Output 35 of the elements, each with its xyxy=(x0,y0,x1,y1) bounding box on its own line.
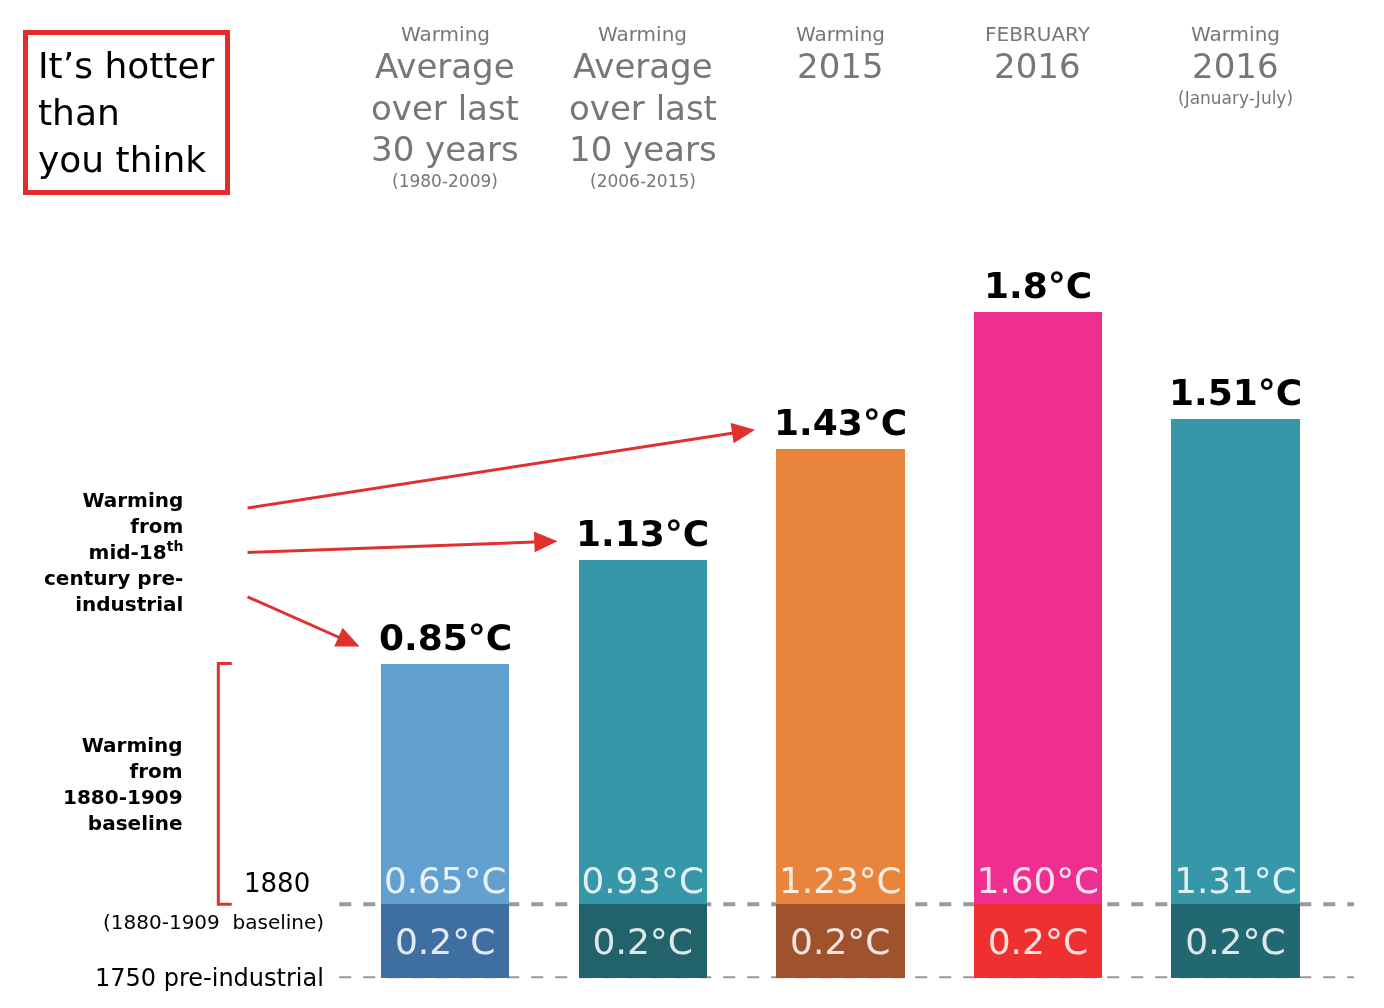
bar xyxy=(776,448,905,905)
x-tick-label: Warming Average over last 30 years (1980-2009) xyxy=(371,22,519,191)
total-label: 0.85°C xyxy=(379,617,513,658)
total-label: 1.51°C xyxy=(1169,372,1303,413)
data-label: 0.2°C xyxy=(987,920,1089,962)
data-label: 0.65°C xyxy=(383,860,507,902)
bar xyxy=(578,559,707,905)
bar xyxy=(973,904,1103,979)
total-label: 1.13°C xyxy=(576,513,710,554)
bar xyxy=(380,663,510,905)
bar xyxy=(973,311,1103,905)
data-label: 0.2°C xyxy=(394,920,496,962)
data-label: 1.23°C xyxy=(779,860,902,902)
bar xyxy=(1171,419,1300,905)
bar xyxy=(578,904,707,979)
data-label: 1.60°C xyxy=(976,860,1100,902)
bar xyxy=(776,904,905,979)
bar xyxy=(1171,904,1300,979)
x-tick-label: Warming 2015 xyxy=(796,22,886,86)
x-tick-label: FEBRUARY 2016 xyxy=(985,22,1091,86)
text: Warming from 1880-1909 baseline xyxy=(63,733,183,835)
x-tick-label: Warming 2016 (January-July) xyxy=(1178,22,1294,108)
data-label: 0.2°C xyxy=(790,920,891,962)
data-label: 0.93°C xyxy=(581,860,704,902)
text: Warming from mid-18$^{th}$ century pre- industrial xyxy=(44,488,184,616)
total-label: 1.43°C xyxy=(774,402,908,443)
bar xyxy=(380,904,510,979)
data-label: 0.2°C xyxy=(1185,920,1286,962)
ref-line-label: 1750 pre-industrial xyxy=(95,964,324,992)
chart-title: It’s hotter than you think xyxy=(38,45,215,180)
total-label: 1.8°C xyxy=(984,265,1093,306)
data-label: 0.2°C xyxy=(592,920,693,962)
x-tick-label: Warming Average over last 10 years (2006-2015) xyxy=(569,22,717,191)
ref-line-label: 1880 (1880-1909 baseline) xyxy=(103,868,325,934)
data-label: 1.31°C xyxy=(1174,860,1297,902)
